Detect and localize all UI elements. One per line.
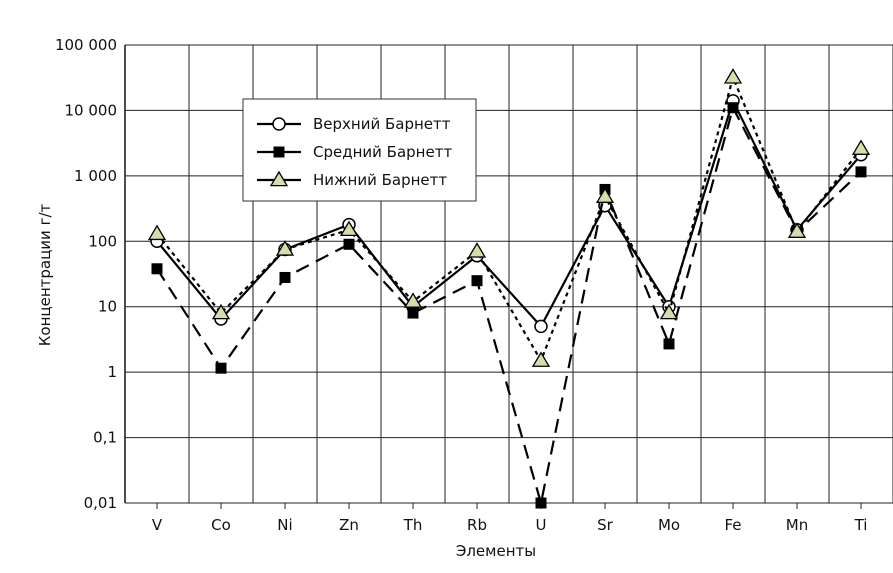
data-point: [851, 139, 871, 155]
data-point: [534, 319, 548, 334]
data-point: [787, 222, 807, 238]
y-tick-label: 100: [88, 232, 117, 250]
data-point: [535, 497, 547, 509]
data-point: [663, 338, 675, 350]
series-layer: [147, 68, 871, 509]
series-line: [156, 74, 862, 364]
y-tick-label: 1 000: [74, 167, 117, 185]
data-point: [471, 275, 483, 287]
x-tick-label: Zn: [339, 516, 359, 534]
data-point: [727, 102, 739, 114]
y-tick-labels: 100 000 10 000 1 000 100 10 1 0,1 0,01: [55, 36, 117, 512]
y-tick-label: 1: [107, 363, 117, 381]
data-point: [279, 271, 291, 283]
legend-label: Средний Барнетт: [313, 143, 452, 161]
legend-marker: [269, 170, 289, 187]
x-tick-label: Ti: [854, 516, 868, 534]
x-tick-label: Ni: [277, 516, 292, 534]
x-tick-label: Rb: [467, 516, 487, 534]
x-tick-label: Sr: [597, 516, 614, 534]
data-point: [407, 307, 419, 319]
x-axis-title: Элементы: [456, 542, 536, 560]
data-point: [659, 303, 679, 320]
data-point: [339, 220, 359, 237]
y-axis-title: Концентрации г/т: [36, 204, 54, 347]
series-3: [147, 68, 871, 367]
data-point: [467, 242, 487, 258]
legend-label: Верхний Барнетт: [313, 115, 451, 133]
y-tick-label: 10: [98, 298, 117, 316]
data-point: [215, 362, 227, 374]
x-tick-label: Mo: [658, 516, 680, 534]
x-tick-label: U: [536, 516, 547, 534]
data-point: [403, 292, 423, 308]
x-tick-label: Th: [403, 516, 423, 534]
data-point: [211, 303, 231, 320]
data-point: [343, 238, 355, 250]
x-tick-label: Co: [211, 516, 231, 534]
x-tick-label: V: [152, 516, 163, 534]
y-tick-label: 10 000: [65, 101, 118, 119]
y-tick-label: 0,1: [93, 429, 117, 447]
legend-label: Нижний Барнетт: [313, 171, 447, 189]
data-point: [147, 224, 167, 241]
x-tick-label: Fe: [724, 516, 741, 534]
y-tick-label: 0,01: [84, 494, 117, 512]
legend: Верхний Барнетт Средний Барнетт Нижний Бар…: [242, 98, 477, 202]
grid: [124, 44, 893, 509]
data-point: [855, 166, 867, 178]
data-point: [275, 240, 295, 256]
legend-marker: [272, 117, 286, 131]
y-tick-label: 100 000: [55, 36, 117, 54]
data-point: [723, 68, 743, 84]
data-point: [595, 187, 615, 203]
data-point: [151, 263, 163, 275]
x-tick-labels: V Co Ni Zn Th Rb U Sr Mo Fe Mn Ti: [152, 516, 868, 534]
x-tick-label: Mn: [786, 516, 808, 534]
series-line: [156, 104, 862, 504]
data-point: [531, 351, 551, 367]
legend-marker: [273, 146, 285, 158]
